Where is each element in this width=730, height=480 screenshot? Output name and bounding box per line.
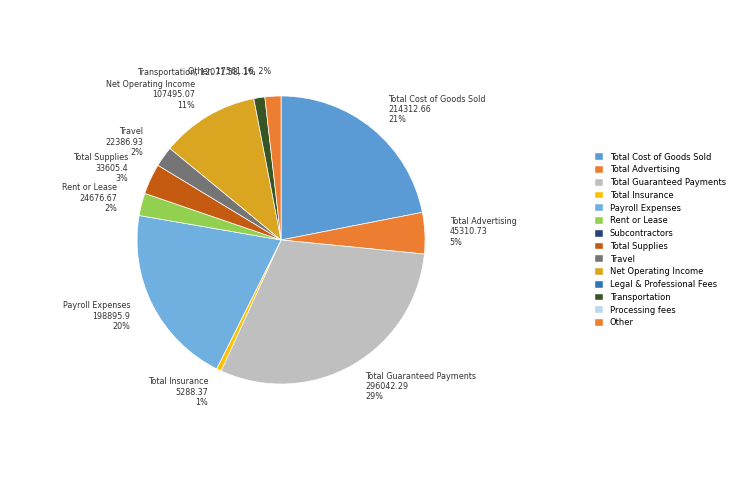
Text: Total Advertising
45310.73
5%: Total Advertising 45310.73 5% [450,217,517,247]
Wedge shape [170,98,281,240]
Text: Other, 17561.16, 2%: Other, 17561.16, 2% [188,67,272,76]
Wedge shape [281,96,423,240]
Text: Payroll Expenses
198895.9
20%: Payroll Expenses 198895.9 20% [63,301,130,331]
Wedge shape [221,240,424,384]
Wedge shape [145,165,281,240]
Wedge shape [137,216,281,369]
Wedge shape [217,240,281,371]
Text: Total Cost of Goods Sold
214312.66
21%: Total Cost of Goods Sold 214312.66 21% [388,95,486,124]
Wedge shape [158,148,281,240]
Text: Rent or Lease
24676.67
2%: Rent or Lease 24676.67 2% [62,183,118,213]
Wedge shape [265,96,281,240]
Wedge shape [281,212,425,254]
Legend: Total Cost of Goods Sold, Total Advertising, Total Guaranteed Payments, Total In: Total Cost of Goods Sold, Total Advertis… [595,153,726,327]
Wedge shape [139,193,281,240]
Wedge shape [254,97,281,240]
Text: Total Guaranteed Payments
296042.29
29%: Total Guaranteed Payments 296042.29 29% [365,372,476,401]
Text: Travel
22386.93
2%: Travel 22386.93 2% [105,127,143,157]
Text: Total Supplies
33605.4
3%: Total Supplies 33605.4 3% [73,154,128,183]
Text: Transportation, 12071.58, 1%: Transportation, 12071.58, 1% [137,69,256,77]
Text: Total Insurance
5288.37
1%: Total Insurance 5288.37 1% [147,377,208,408]
Text: Net Operating Income
107495.07
11%: Net Operating Income 107495.07 11% [106,80,195,109]
